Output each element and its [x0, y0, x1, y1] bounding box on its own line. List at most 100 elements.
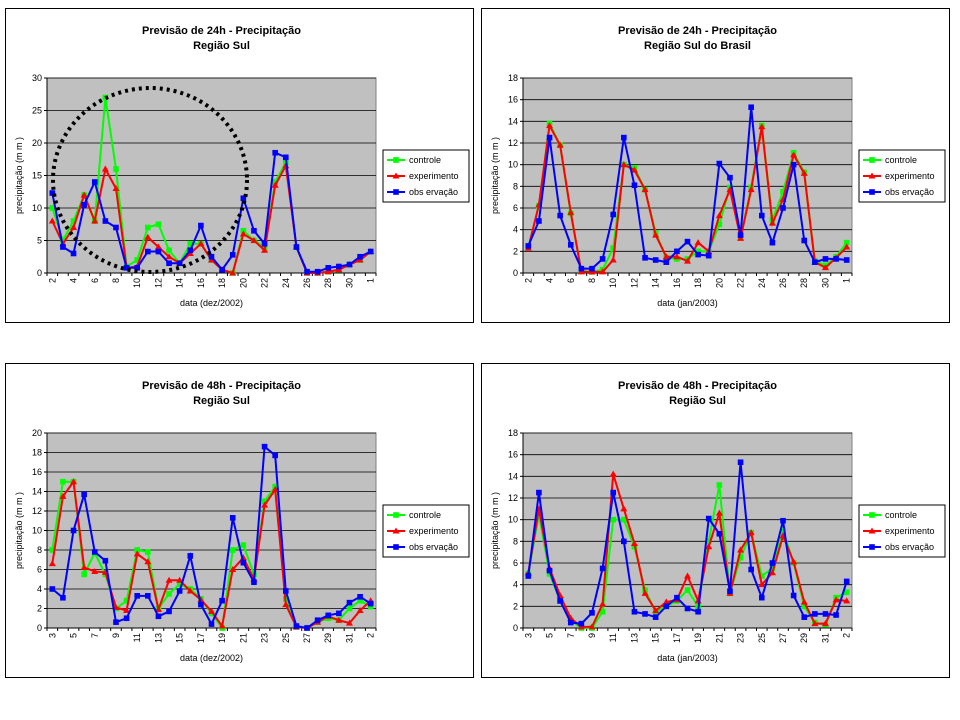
point — [70, 218, 77, 224]
point — [49, 586, 56, 592]
point — [727, 588, 733, 594]
point — [832, 596, 840, 603]
point — [187, 553, 194, 559]
point — [822, 256, 829, 262]
point — [134, 257, 141, 263]
legend-label: obs ervação — [885, 542, 934, 552]
x-tick-label: 12 — [629, 278, 639, 288]
point — [694, 239, 702, 246]
point — [599, 608, 606, 615]
point — [589, 265, 595, 272]
point — [546, 567, 553, 574]
y-tick-label: 30 — [32, 73, 42, 83]
x-tick-label: 9 — [111, 633, 121, 638]
point — [324, 268, 332, 275]
y-tick-label: 0 — [513, 623, 518, 633]
point — [801, 603, 808, 610]
legend-label: experimento — [409, 526, 459, 536]
x-tick-label: 8 — [111, 278, 121, 283]
x-tick-label: 31 — [344, 633, 354, 643]
point — [155, 221, 162, 228]
point — [261, 501, 269, 508]
point — [81, 571, 87, 578]
point — [102, 94, 109, 101]
point — [282, 588, 289, 594]
legend-marker — [869, 157, 875, 163]
point — [80, 564, 88, 571]
y-tick-label: 4 — [37, 584, 42, 594]
y-tick-label: 14 — [32, 487, 42, 497]
point — [821, 620, 829, 627]
point — [186, 587, 194, 594]
x-tick-label: 10 — [608, 278, 618, 288]
point — [684, 587, 691, 593]
point — [176, 588, 183, 594]
point — [705, 515, 712, 522]
x-tick-label: 15 — [175, 633, 185, 643]
point — [567, 619, 574, 626]
y-tick-label: 6 — [513, 558, 518, 568]
point — [599, 565, 606, 572]
y-tick-label: 16 — [32, 467, 42, 477]
point — [60, 594, 66, 601]
point — [261, 240, 268, 247]
point — [134, 593, 141, 599]
legend-marker — [393, 544, 399, 550]
chart-subtitle: Região Sul — [193, 40, 250, 52]
point — [271, 181, 279, 188]
point — [525, 243, 532, 249]
x-axis-label: data (dez/2002) — [180, 653, 243, 663]
point — [134, 265, 141, 271]
point — [113, 619, 119, 625]
point — [187, 247, 194, 254]
point — [737, 232, 744, 238]
x-tick-label: 19 — [217, 633, 227, 643]
x-tick-label: 5 — [69, 633, 79, 638]
point — [684, 605, 691, 612]
x-tick-label: 3 — [47, 633, 57, 638]
point — [599, 600, 607, 607]
point — [631, 608, 638, 615]
x-tick-label: 17 — [672, 633, 682, 643]
y-tick-label: 2 — [37, 604, 42, 614]
point — [81, 491, 87, 498]
point — [70, 224, 78, 230]
legend-label: obs ervação — [409, 187, 458, 197]
point — [112, 185, 120, 191]
point — [843, 243, 851, 250]
point — [758, 594, 765, 601]
point — [240, 559, 247, 566]
point — [357, 597, 363, 604]
point — [304, 625, 310, 631]
point — [663, 603, 670, 610]
x-tick-label: 20 — [714, 278, 724, 288]
point — [49, 205, 56, 211]
y-tick-label: 10 — [508, 515, 518, 525]
point — [768, 219, 776, 226]
point — [695, 251, 701, 258]
point — [843, 239, 850, 246]
point — [346, 605, 353, 612]
point — [81, 201, 87, 208]
chart-title: Previsão de 24h - Precipitação — [618, 25, 777, 37]
y-tick-label: 16 — [508, 95, 518, 105]
x-tick-label: 25 — [757, 633, 767, 643]
point — [187, 240, 194, 247]
point — [641, 186, 649, 193]
point — [345, 619, 353, 626]
point — [695, 608, 701, 615]
chart-title: Previsão de 48h - Precipitação — [618, 380, 777, 392]
point — [737, 554, 744, 561]
point — [176, 576, 184, 583]
point — [261, 498, 268, 505]
point — [800, 598, 808, 605]
point — [631, 182, 638, 189]
y-tick-label: 0 — [37, 623, 42, 633]
point — [748, 104, 754, 111]
x-tick-label: 1 — [366, 278, 376, 283]
point — [60, 244, 66, 250]
x-tick-label: 26 — [302, 278, 312, 288]
point — [239, 230, 247, 237]
x-tick-label: 3 — [523, 633, 533, 638]
point — [261, 246, 269, 253]
